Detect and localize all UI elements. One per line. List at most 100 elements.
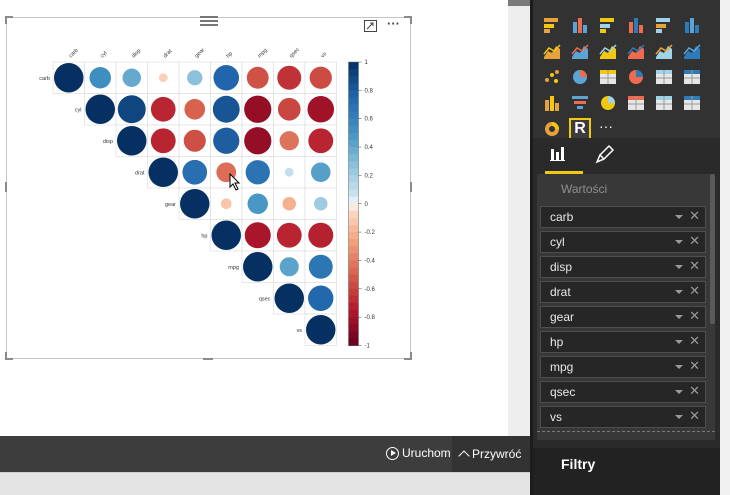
close-icon[interactable]: ✕ — [689, 283, 700, 298]
corr-circle — [274, 283, 304, 313]
field-item-mpg[interactable]: mpg ✕ — [540, 356, 706, 378]
chevron-down-icon[interactable] — [675, 390, 683, 394]
close-icon[interactable]: ✕ — [689, 383, 700, 398]
clustered-column-icon[interactable] — [627, 16, 645, 34]
resize-handle-right[interactable] — [410, 182, 412, 192]
colorbar-tick-label: 0.2 — [365, 173, 374, 179]
resize-handle-tl[interactable] — [5, 16, 7, 24]
r-visual-icon[interactable]: R — [569, 118, 591, 140]
line-chart-icon[interactable] — [543, 42, 561, 60]
fields-tab-icon[interactable] — [549, 146, 565, 162]
resize-handle-bottom[interactable] — [203, 358, 213, 360]
resize-handle-tl[interactable] — [5, 16, 13, 18]
restore-button[interactable]: Przywróć — [452, 436, 530, 472]
chevron-up-icon — [458, 450, 470, 462]
close-icon[interactable]: ✕ — [689, 408, 700, 423]
filled-map-icon[interactable] — [543, 94, 561, 112]
chevron-down-icon[interactable] — [675, 290, 683, 294]
gauge-icon[interactable] — [599, 94, 617, 112]
window-edge — [720, 0, 730, 495]
globe-map-icon[interactable] — [627, 68, 645, 86]
field-item-drat[interactable]: drat ✕ — [540, 281, 706, 303]
matrix-icon[interactable] — [683, 68, 701, 86]
focus-mode-icon[interactable] — [364, 20, 377, 35]
corr-circle — [183, 129, 206, 152]
chevron-down-icon[interactable] — [675, 365, 683, 369]
corr-circle — [211, 220, 241, 250]
100-column-icon[interactable] — [683, 16, 701, 34]
corrplot-visual[interactable]: ··· carb carb cyl cyl disp disp drat drat gear ge… — [6, 16, 411, 359]
chevron-down-icon[interactable] — [675, 315, 683, 319]
table-icon[interactable] — [655, 68, 673, 86]
scatter-icon[interactable] — [543, 68, 561, 86]
card-icon[interactable] — [627, 94, 645, 112]
close-icon[interactable]: ✕ — [689, 358, 700, 373]
resize-handle-tr[interactable] — [410, 16, 412, 24]
resize-handle-tr[interactable] — [404, 16, 412, 18]
resize-handle-bl[interactable] — [5, 352, 7, 360]
ribbon-chart-icon[interactable] — [683, 42, 701, 60]
stacked-bar-icon[interactable] — [543, 16, 561, 34]
colorbar-tick-label: -0.4 — [365, 258, 376, 264]
colorbar-tick-label: -0.2 — [365, 230, 376, 236]
more-visuals-icon[interactable]: ··· — [599, 118, 613, 134]
close-icon[interactable]: ✕ — [689, 258, 700, 273]
stacked-area-icon[interactable] — [599, 42, 617, 60]
row-label: qsec — [259, 296, 271, 302]
close-icon[interactable]: ✕ — [689, 233, 700, 248]
field-label: drat — [550, 285, 571, 299]
stacked-column-icon[interactable] — [571, 16, 589, 34]
100-bar-icon[interactable] — [655, 16, 673, 34]
close-icon[interactable]: ✕ — [689, 333, 700, 348]
column-label: hp — [225, 51, 234, 60]
filters-section[interactable]: Filtry — [533, 448, 723, 495]
resize-handle-left[interactable] — [5, 182, 7, 192]
colorbar-segment — [348, 62, 359, 70]
clustered-bar-icon[interactable] — [599, 16, 617, 34]
corr-circle — [150, 96, 176, 122]
field-item-cyl[interactable]: cyl ✕ — [540, 231, 706, 253]
donut-icon[interactable] — [543, 120, 561, 138]
paint-roller-icon[interactable] — [595, 144, 615, 164]
more-options-icon[interactable]: ··· — [387, 16, 400, 31]
close-icon[interactable]: ✕ — [689, 308, 700, 323]
line-column-icon[interactable] — [627, 42, 645, 60]
corr-circle — [310, 162, 331, 183]
field-item-gear[interactable]: gear ✕ — [540, 306, 706, 328]
line-clustered-icon[interactable] — [655, 42, 673, 60]
row-label: drat — [135, 170, 145, 176]
slicer-icon[interactable] — [683, 94, 701, 112]
resize-handle-br[interactable] — [410, 352, 412, 360]
chevron-down-icon[interactable] — [675, 415, 683, 419]
field-label: mpg — [550, 360, 574, 374]
field-item-disp[interactable]: disp ✕ — [540, 256, 706, 278]
corr-circle — [213, 127, 240, 154]
run-button[interactable]: Uruchom — [386, 446, 451, 460]
colorbar-segment — [348, 302, 359, 311]
corr-circle — [277, 97, 301, 121]
corr-circle — [246, 66, 269, 89]
resize-handle-br[interactable] — [404, 358, 412, 360]
field-item-qsec[interactable]: qsec ✕ — [540, 381, 706, 403]
drag-grip-icon[interactable] — [200, 16, 218, 28]
multirow-card-icon[interactable] — [655, 94, 673, 112]
report-canvas[interactable]: ··· carb carb cyl cyl disp disp drat drat gear ge… — [0, 0, 508, 436]
corr-circle — [158, 73, 168, 83]
field-item-carb[interactable]: carb ✕ — [540, 206, 706, 228]
corr-circle — [220, 198, 232, 210]
field-item-hp[interactable]: hp ✕ — [540, 331, 706, 353]
pie-icon[interactable] — [571, 68, 589, 86]
chevron-down-icon[interactable] — [675, 215, 683, 219]
funnel-icon[interactable] — [571, 94, 589, 112]
resize-handle-bl[interactable] — [5, 358, 13, 360]
close-icon[interactable]: ✕ — [689, 208, 700, 223]
field-item-vs[interactable]: vs ✕ — [540, 406, 706, 428]
chevron-down-icon[interactable] — [675, 240, 683, 244]
corr-circle — [213, 64, 240, 91]
treemap-icon[interactable] — [599, 68, 617, 86]
wells-scrollbar[interactable] — [710, 174, 715, 324]
chevron-down-icon[interactable] — [675, 340, 683, 344]
area-chart-icon[interactable] — [571, 42, 589, 60]
chevron-down-icon[interactable] — [675, 265, 683, 269]
colorbar-segment — [348, 76, 359, 84]
